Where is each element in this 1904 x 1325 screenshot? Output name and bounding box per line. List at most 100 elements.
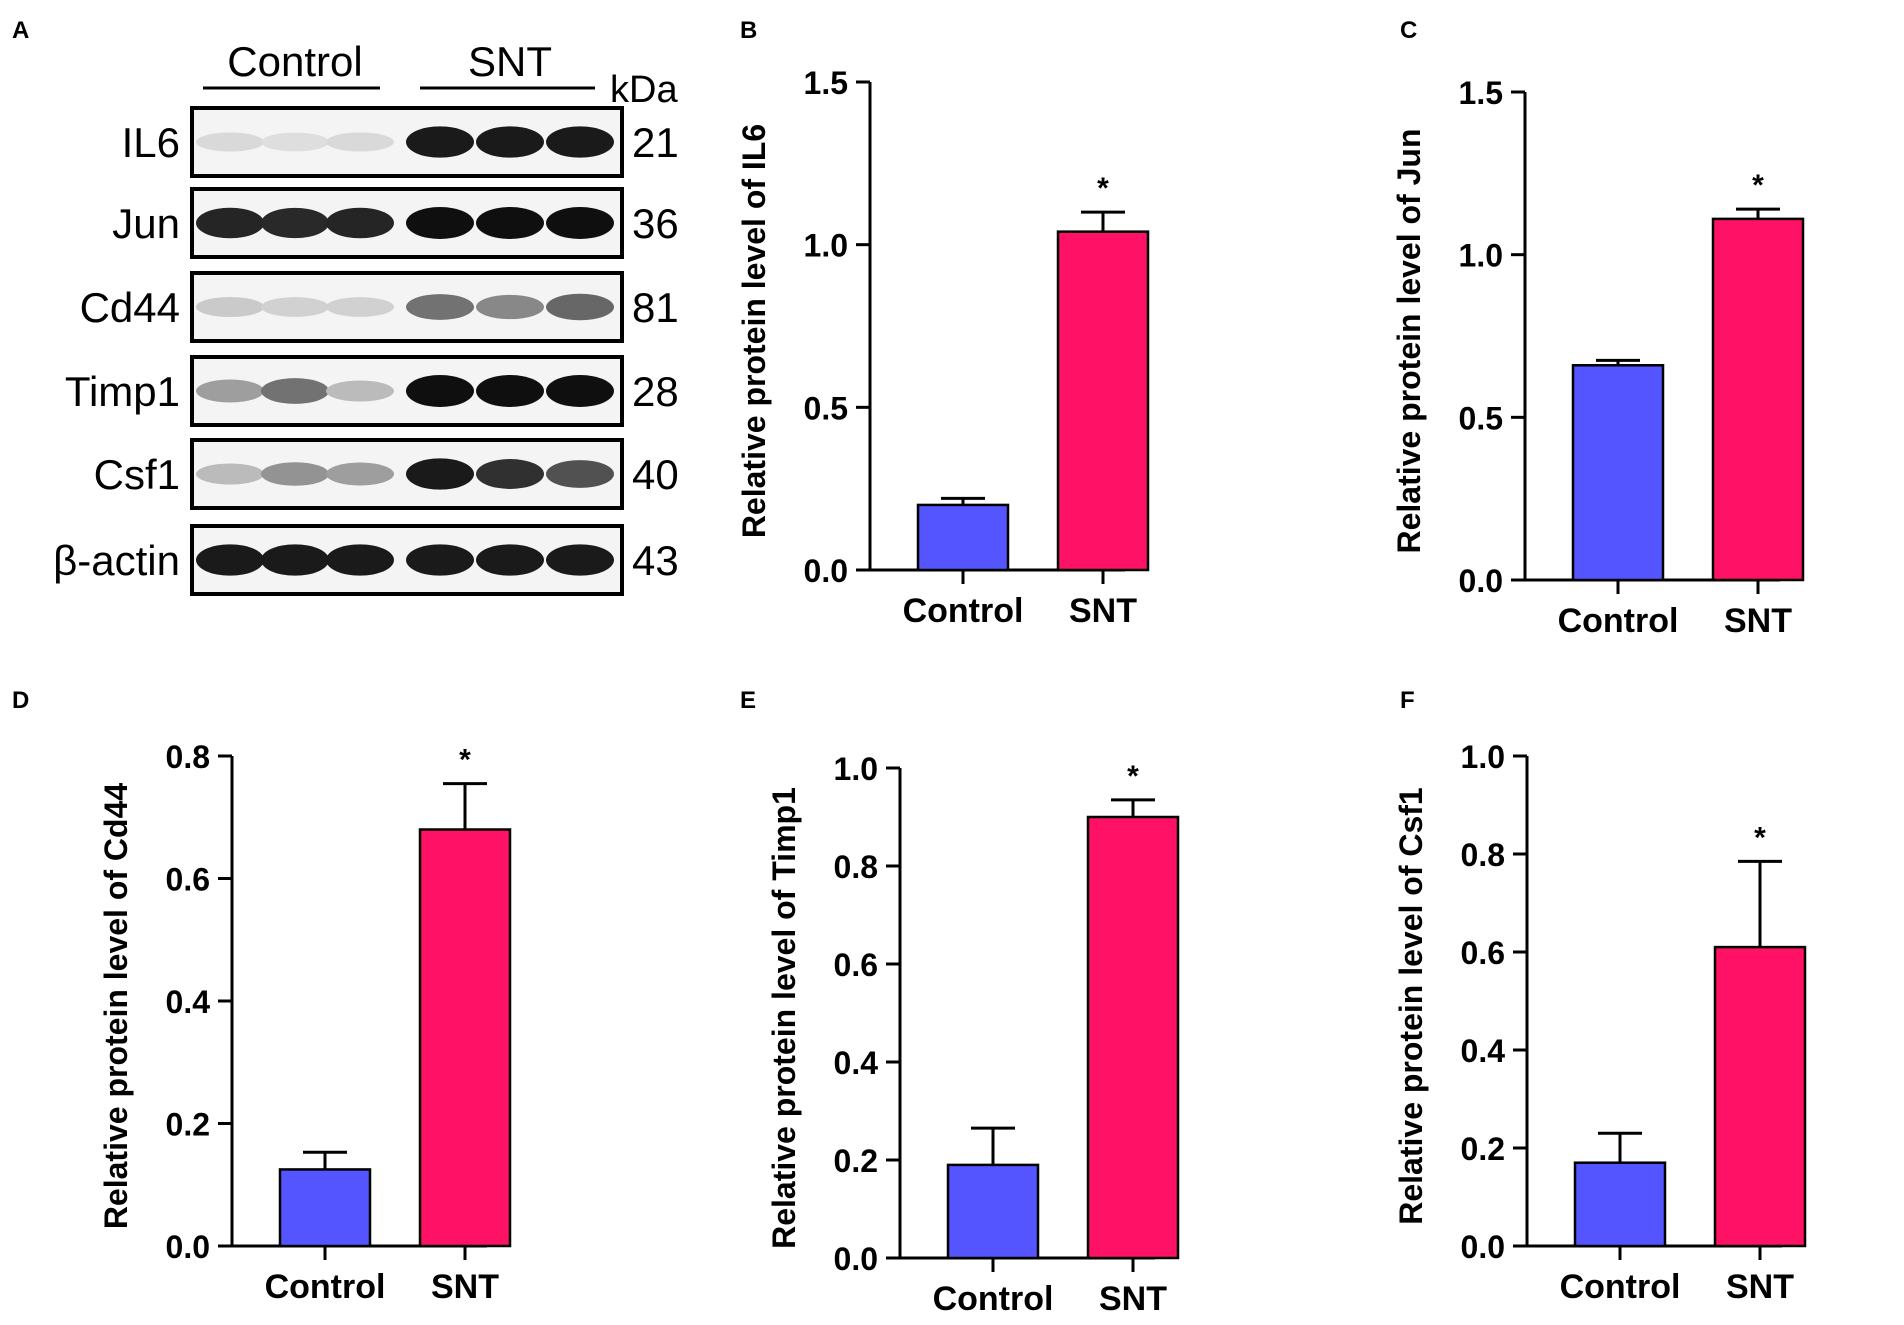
blot-kda-value: 28: [632, 368, 679, 415]
blot-band: [326, 132, 394, 152]
y-tick-label: 0.0: [834, 1241, 878, 1277]
y-tick-label: 0.6: [1461, 935, 1505, 971]
blot-band: [196, 132, 264, 152]
panel-letter-e: E: [740, 687, 756, 714]
blot-band: [196, 463, 264, 485]
y-tick-label: 0.0: [166, 1229, 210, 1265]
y-tick-label: 0.0: [1461, 1229, 1505, 1265]
bar-snt: [1713, 945, 1807, 1248]
y-tick-label: 1.0: [804, 228, 848, 264]
bar-snt: [1711, 217, 1805, 582]
blot-band: [196, 207, 264, 239]
blot-band: [326, 297, 394, 317]
y-tick-label: 0.0: [804, 553, 848, 589]
x-tick-label: Control: [1558, 602, 1679, 640]
blot-band: [546, 207, 614, 239]
panel-letter-c: C: [1400, 17, 1417, 44]
blot-band: [406, 375, 474, 407]
y-tick-label: 0.8: [1461, 837, 1505, 873]
significance-marker: *: [1752, 169, 1764, 202]
y-axis-label: Relative protein level of IL6: [736, 124, 772, 538]
y-tick-label: 0.2: [166, 1107, 210, 1143]
y-tick-label: 1.0: [1459, 238, 1503, 274]
blot-band: [546, 375, 614, 407]
blot-kda-value: 36: [632, 200, 679, 247]
blot-band: [196, 296, 264, 318]
blot-band: [546, 460, 614, 488]
significance-marker: *: [1754, 821, 1766, 854]
blot-band: [261, 132, 329, 152]
panel-letter-b: B: [740, 17, 757, 44]
blot-kda-label: kDa: [610, 69, 678, 111]
x-tick-label: Control: [903, 592, 1024, 630]
y-axis-label: Relative protein level of Timp1: [766, 787, 802, 1249]
blot-row-1: Jun 36: [112, 187, 679, 259]
blot-band: [406, 126, 474, 158]
y-tick-label: 0.2: [1461, 1131, 1505, 1167]
significance-marker: *: [1127, 760, 1139, 793]
bar-control: [1573, 1161, 1667, 1248]
blot-band: [261, 297, 329, 317]
blot-band: [326, 544, 394, 576]
x-tick-label: Control: [265, 1268, 386, 1306]
blot-band: [406, 207, 474, 239]
y-tick-label: 0.4: [834, 1045, 879, 1081]
x-tick-label: SNT: [1726, 1268, 1794, 1306]
blot-band: [476, 375, 544, 407]
x-tick-label: Control: [1560, 1268, 1681, 1306]
bar-control: [1571, 364, 1665, 582]
blot-kda-value: 40: [632, 451, 679, 498]
blot-band: [406, 458, 474, 490]
y-tick-label: 1.0: [834, 751, 878, 787]
y-tick-label: 0.8: [166, 739, 210, 775]
x-tick-label: SNT: [1724, 602, 1792, 640]
y-tick-label: 0.4: [166, 984, 211, 1020]
blot-band: [406, 544, 474, 576]
panel-letter-f: F: [1400, 687, 1415, 714]
y-tick-label: 0.0: [1459, 563, 1503, 599]
blot-band: [261, 378, 329, 404]
blot-band: [546, 293, 614, 321]
blot-band-label: Csf1: [94, 451, 180, 498]
blot-band: [196, 544, 264, 576]
blot-band: [261, 207, 329, 239]
chart-jun: 0.0 0.5 1.0 1.5 Relative protein level of Ju…: [1391, 75, 1805, 640]
blot-band-label: Jun: [112, 200, 180, 247]
blot-band: [326, 380, 394, 402]
y-tick-label: 0.5: [804, 390, 848, 426]
blot-band: [406, 294, 474, 320]
blot-band-label: β-actin: [53, 537, 180, 584]
y-tick-label: 1.5: [804, 65, 848, 101]
y-tick-label: 0.2: [834, 1143, 878, 1179]
blot-kda-value: 21: [632, 119, 679, 166]
western-blot: Control SNT kDa IL6 21 Jun 36 Cd44 81 Timp1 28 C…: [53, 38, 679, 596]
blot-band-label: Cd44: [80, 284, 180, 331]
blot-band-label: Timp1: [65, 368, 180, 415]
y-tick-label: 0.4: [1461, 1033, 1506, 1069]
x-tick-label: SNT: [1099, 1280, 1167, 1318]
significance-marker: *: [1097, 172, 1109, 205]
blot-row-5: β-actin 43: [53, 524, 679, 596]
chart-cd44: 0.0 0.2 0.4 0.6 0.8 Relative protein level of…: [98, 739, 512, 1306]
blot-band: [261, 544, 329, 576]
x-tick-label: SNT: [1069, 592, 1137, 630]
blot-row-2: Cd44 81: [80, 271, 679, 343]
significance-marker: *: [459, 744, 471, 777]
y-axis-label: Relative protein level of Jun: [1391, 129, 1427, 554]
chart-il6: 0.0 0.5 1.0 1.5 Relative protein level of IL…: [736, 65, 1150, 630]
blot-kda-value: 81: [632, 284, 679, 331]
y-axis-label: Relative protein level of Cd44: [98, 783, 134, 1230]
y-tick-label: 0.6: [166, 862, 210, 898]
panel-letter-a: A: [12, 17, 29, 44]
blot-band: [326, 207, 394, 239]
bar-control: [946, 1163, 1040, 1260]
blot-band: [476, 294, 544, 320]
blot-row-3: Timp1 28: [65, 355, 679, 427]
x-tick-label: SNT: [431, 1268, 499, 1306]
blot-band: [476, 544, 544, 576]
bar-control: [278, 1168, 372, 1248]
bar-snt: [418, 828, 512, 1248]
blot-band: [546, 544, 614, 576]
panel-letter-d: D: [12, 687, 29, 714]
